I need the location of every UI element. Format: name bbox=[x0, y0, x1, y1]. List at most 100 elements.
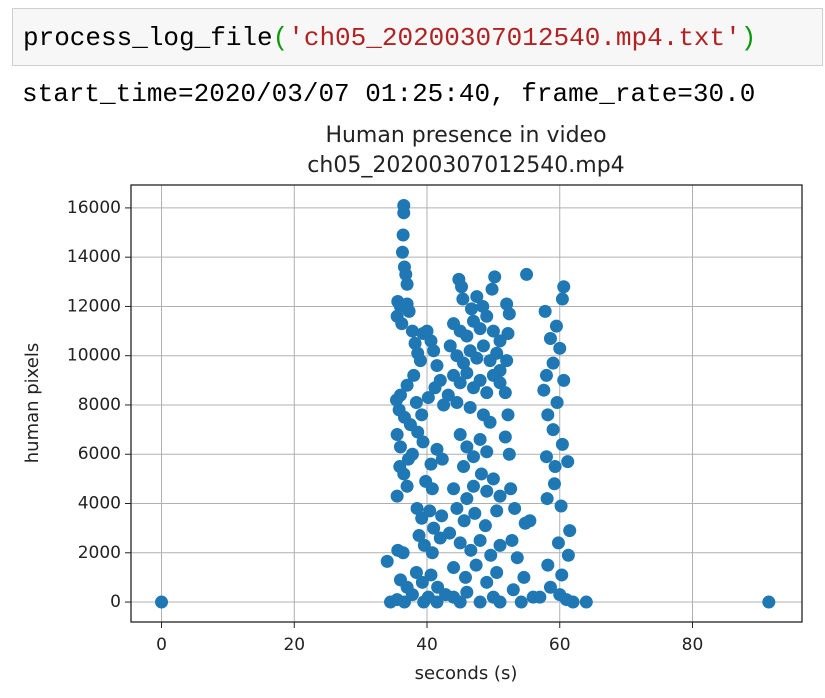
point bbox=[423, 504, 437, 518]
point bbox=[486, 324, 500, 338]
point bbox=[488, 270, 502, 284]
point bbox=[405, 324, 419, 338]
point bbox=[547, 477, 561, 491]
point bbox=[473, 322, 487, 336]
point bbox=[400, 378, 414, 392]
point bbox=[411, 425, 425, 439]
point bbox=[408, 336, 422, 350]
y-tick-label: 6000 bbox=[78, 444, 121, 464]
point bbox=[541, 408, 555, 422]
point bbox=[428, 381, 442, 395]
point bbox=[579, 595, 593, 609]
chart-title: Human presence in video bbox=[325, 123, 606, 148]
y-tick-label: 14000 bbox=[67, 247, 121, 267]
point bbox=[393, 440, 407, 454]
point bbox=[395, 317, 409, 331]
point bbox=[460, 585, 474, 599]
cell-output: start_time=2020/03/07 01:25:40, frame_ra… bbox=[22, 79, 756, 109]
point bbox=[493, 489, 507, 503]
point bbox=[460, 440, 474, 454]
y-tick-label: 4000 bbox=[78, 494, 121, 514]
point bbox=[397, 206, 411, 220]
point bbox=[493, 595, 507, 609]
point bbox=[430, 442, 444, 456]
point bbox=[506, 583, 520, 597]
point bbox=[555, 292, 569, 306]
point bbox=[456, 292, 470, 306]
point bbox=[543, 331, 557, 345]
plot-frame bbox=[130, 184, 803, 623]
x-tick-label: 40 bbox=[416, 635, 438, 655]
point bbox=[425, 546, 439, 560]
point bbox=[435, 452, 449, 466]
point bbox=[430, 359, 444, 373]
point bbox=[400, 479, 414, 493]
point bbox=[473, 373, 487, 387]
point bbox=[520, 267, 534, 281]
point bbox=[498, 386, 512, 400]
point bbox=[549, 319, 563, 333]
point bbox=[424, 334, 438, 348]
point bbox=[425, 482, 439, 496]
point bbox=[397, 467, 411, 481]
point bbox=[450, 396, 464, 410]
point bbox=[555, 568, 569, 582]
point bbox=[476, 299, 490, 313]
point bbox=[557, 280, 571, 294]
point bbox=[554, 499, 568, 513]
point bbox=[484, 548, 498, 562]
point bbox=[466, 479, 480, 493]
point bbox=[474, 467, 488, 481]
point bbox=[415, 408, 429, 422]
point bbox=[490, 504, 504, 518]
point bbox=[457, 460, 471, 474]
point bbox=[468, 506, 482, 520]
point bbox=[502, 447, 516, 461]
y-axis-label: human pixels bbox=[22, 343, 43, 464]
point bbox=[464, 302, 478, 316]
point bbox=[561, 455, 575, 469]
point bbox=[435, 509, 449, 523]
point bbox=[430, 595, 444, 609]
point bbox=[412, 529, 426, 543]
point bbox=[399, 267, 413, 281]
point bbox=[478, 519, 492, 533]
point bbox=[464, 543, 478, 557]
point bbox=[500, 297, 514, 311]
point bbox=[453, 595, 467, 609]
point bbox=[427, 344, 441, 358]
point bbox=[480, 386, 494, 400]
point bbox=[409, 565, 423, 579]
point bbox=[508, 501, 522, 515]
point bbox=[546, 356, 560, 370]
x-tick-label: 80 bbox=[682, 635, 704, 655]
y-tick-label: 0 bbox=[110, 592, 121, 612]
point bbox=[389, 393, 403, 407]
point bbox=[447, 561, 461, 575]
point bbox=[455, 280, 469, 294]
point bbox=[421, 391, 435, 405]
point bbox=[476, 339, 490, 353]
code-cell[interactable]: process_log_file('ch05_20200307012540.mp… bbox=[12, 8, 823, 66]
point bbox=[469, 558, 483, 572]
point bbox=[498, 430, 512, 444]
point bbox=[538, 304, 552, 318]
point bbox=[395, 245, 409, 259]
code-paren: ( bbox=[272, 23, 289, 53]
point bbox=[504, 482, 518, 496]
y-tick-label: 16000 bbox=[67, 198, 121, 218]
point bbox=[466, 450, 480, 464]
point bbox=[502, 307, 516, 321]
x-axis-label: seconds (s) bbox=[415, 663, 518, 684]
point bbox=[539, 450, 553, 464]
point bbox=[463, 400, 477, 414]
point bbox=[485, 282, 499, 296]
point bbox=[514, 595, 528, 609]
point bbox=[493, 376, 507, 390]
point bbox=[561, 548, 575, 562]
point bbox=[555, 437, 569, 451]
point bbox=[541, 558, 555, 572]
point bbox=[457, 514, 471, 528]
